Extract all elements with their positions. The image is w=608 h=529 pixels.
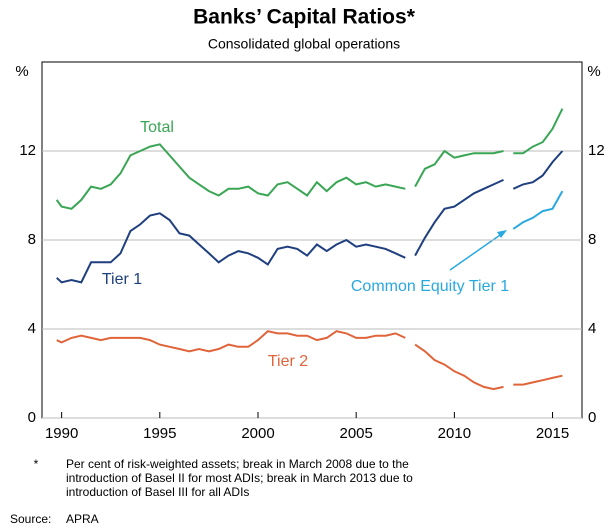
- footnote-marker: *: [34, 457, 39, 471]
- series-line: [512, 190, 564, 230]
- y2-tick-label: 0: [588, 409, 596, 426]
- y2-tick-label: 12: [588, 142, 605, 159]
- y-tick-label: 0: [28, 409, 36, 426]
- y2-tick-label: 8: [588, 231, 596, 248]
- y-tick-label: 12: [19, 142, 36, 159]
- footnote-line: Per cent of risk-weighted assets; break …: [66, 457, 409, 471]
- y-axis-label: %: [15, 63, 28, 80]
- chart-title: Banks’ Capital Ratios*: [193, 6, 416, 29]
- series-line: [55, 108, 564, 210]
- x-tick-label: 1995: [143, 425, 176, 442]
- x-tick-label: 2015: [536, 425, 569, 442]
- series-label: Tier 2: [268, 353, 308, 370]
- footnote-line: introduction of Basel II for most ADIs; …: [66, 471, 413, 485]
- series-label: Total: [140, 119, 174, 136]
- series-line: [56, 150, 564, 284]
- source: APRA: [66, 512, 99, 526]
- y2-tick-label: 4: [588, 320, 596, 337]
- x-tick-label: 2000: [241, 425, 274, 442]
- series-line: [56, 330, 563, 391]
- source-label: Source:: [10, 512, 51, 526]
- footnote-line: introduction of Basel III for all ADIs: [66, 485, 249, 499]
- x-tick-label: 1990: [45, 425, 78, 442]
- y-tick-label: 4: [28, 320, 36, 337]
- annotation-arrow: [449, 232, 504, 271]
- x-tick-label: 2010: [438, 425, 471, 442]
- series-label: Tier 1: [102, 271, 142, 288]
- x-tick-label: 2005: [339, 425, 372, 442]
- chart-subtitle: Consolidated global operations: [208, 36, 400, 52]
- arrow-head: [497, 230, 507, 238]
- y2-axis-label: %: [587, 63, 600, 80]
- series-label: Common Equity Tier 1: [351, 278, 509, 295]
- y-tick-label: 8: [28, 231, 36, 248]
